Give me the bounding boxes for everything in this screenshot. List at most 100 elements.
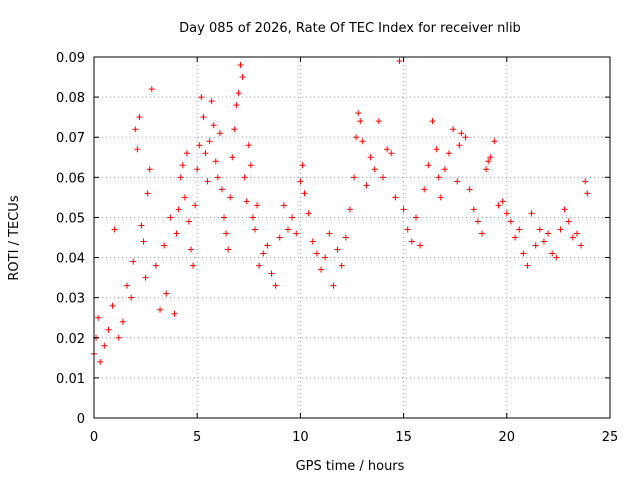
data-point (417, 242, 424, 249)
data-point (433, 146, 440, 153)
data-point (363, 182, 370, 189)
data-point (379, 174, 386, 181)
data-point (578, 242, 585, 249)
y-axis-ticks: 0 0.01 0.02 0.03 0.04 0.05 0.06 0.07 0.08 0.09 (56, 51, 610, 427)
y-tick-label: 0.08 (56, 91, 85, 106)
data-point (101, 342, 108, 349)
data-point (516, 226, 523, 233)
data-point (216, 130, 223, 137)
data-point (487, 154, 494, 161)
x-axis-ticks: 0 5 10 15 20 25 (90, 57, 618, 445)
x-tick-label: 10 (292, 430, 309, 445)
data-point (470, 206, 477, 213)
data-point (404, 226, 411, 233)
data-point (225, 246, 232, 253)
data-point (109, 302, 116, 309)
data-point (231, 126, 238, 133)
data-point (134, 146, 141, 153)
data-point (218, 186, 225, 193)
data-point (367, 154, 374, 161)
data-point (425, 162, 432, 169)
data-point (268, 270, 275, 277)
data-point (95, 314, 102, 321)
data-point (179, 162, 186, 169)
x-tick-label: 5 (193, 430, 201, 445)
data-point (200, 114, 207, 121)
data-point (208, 98, 215, 105)
y-tick-label: 0.02 (56, 332, 85, 347)
data-point (185, 218, 192, 225)
data-point (144, 190, 151, 197)
data-point (357, 118, 364, 125)
y-tick-label: 0.01 (56, 372, 85, 387)
data-point (421, 186, 428, 193)
data-point (524, 262, 531, 269)
data-point (173, 230, 180, 237)
data-point (450, 126, 457, 133)
data-point (441, 166, 448, 173)
data-point (247, 162, 254, 169)
data-point (355, 110, 362, 117)
data-point (528, 210, 535, 217)
data-point (188, 246, 195, 253)
data-point (171, 310, 178, 317)
data-point (239, 74, 246, 81)
data-point (499, 198, 506, 205)
data-point (309, 238, 316, 245)
y-tick-label: 0.09 (56, 51, 85, 66)
data-point (334, 246, 341, 253)
data-point (474, 218, 481, 225)
data-point (161, 242, 168, 249)
data-point (479, 230, 486, 237)
data-point (142, 274, 149, 281)
data-point (485, 158, 492, 165)
data-point (204, 178, 211, 185)
data-point (392, 194, 399, 201)
data-point (124, 282, 131, 289)
data-point (221, 214, 228, 221)
chart-title: Day 085 of 2026, Rate Of TEC Index for r… (179, 21, 521, 36)
data-point (400, 206, 407, 213)
data-point (210, 122, 217, 129)
y-axis-label: ROTI / TECUs (7, 195, 22, 280)
x-axis-label: GPS time / hours (296, 459, 405, 474)
data-point (293, 230, 300, 237)
data-point (177, 174, 184, 181)
data-point (375, 118, 382, 125)
data-point (254, 202, 261, 209)
data-point (346, 206, 353, 213)
data-point (437, 194, 444, 201)
data-point (198, 94, 205, 101)
data-point (128, 294, 135, 301)
data-point (322, 254, 329, 261)
data-point (223, 230, 230, 237)
y-tick-label: 0.06 (56, 171, 85, 186)
data-point (235, 90, 242, 97)
data-point (507, 218, 514, 225)
data-point (384, 146, 391, 153)
data-point (167, 214, 174, 221)
data-point (549, 250, 556, 257)
data-point (105, 326, 112, 333)
data-point (249, 214, 256, 221)
data-point (573, 230, 580, 237)
data-point (318, 266, 325, 273)
data-point (97, 358, 104, 365)
data-point (272, 282, 279, 289)
data-points (91, 58, 591, 365)
data-point (276, 234, 283, 241)
data-point (251, 226, 258, 233)
data-point (495, 202, 502, 209)
y-tick-label: 0.03 (56, 292, 85, 307)
data-point (280, 202, 287, 209)
data-point (462, 134, 469, 141)
data-point (181, 194, 188, 201)
data-point (483, 166, 490, 173)
data-point (557, 226, 564, 233)
data-point (229, 154, 236, 161)
data-point (553, 254, 560, 261)
data-point (454, 178, 461, 185)
data-point (175, 206, 182, 213)
data-point (146, 166, 153, 173)
